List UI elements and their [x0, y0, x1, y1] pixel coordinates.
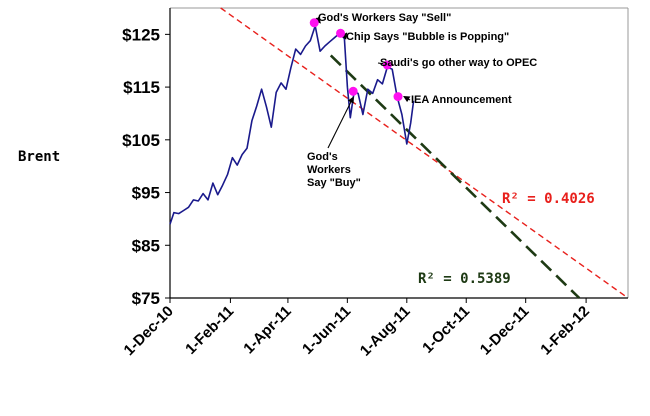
x-tick-label: 1-Dec-10: [121, 303, 177, 359]
y-tick-label: $75: [132, 289, 160, 308]
r2-label-green: R² = 0.5389: [418, 271, 511, 287]
r2-label-red: R² = 0.4026: [502, 191, 595, 207]
gods-workers-buy-label: God's Workers Say "Buy": [307, 151, 361, 189]
chip-bubble-marker: [336, 28, 346, 38]
y-tick-label: $105: [122, 131, 160, 150]
y-tick-label: $85: [132, 236, 160, 255]
y-tick-label: $115: [123, 78, 160, 97]
saudi-opec-marker: [382, 60, 392, 70]
x-tick-label: 1-Jun-11: [299, 303, 354, 358]
gods-workers-buy-label-line: Say "Buy": [307, 177, 361, 189]
x-tick-label: 1-Feb-12: [537, 303, 593, 359]
gods-workers-buy-arrow: [327, 96, 354, 149]
gods-workers-sell-marker: [309, 18, 319, 28]
chip-bubble-arrow: [340, 32, 348, 40]
trendlines: [220, 7, 629, 299]
gods-workers-buy-label-line: God's: [307, 151, 338, 163]
trendline-red: [220, 7, 629, 299]
iea-label: IEA Announcement: [411, 94, 512, 106]
gods-workers-sell-label: God's Workers Say "Sell": [318, 12, 451, 24]
y-axis-label: Brent: [18, 149, 60, 165]
y-tick-label: $95: [132, 184, 160, 203]
x-axis: 1-Dec-10 1-Feb-11 1-Apr-11 1-Jun-11 1-Aug-11…: [121, 298, 593, 360]
annotations: God's Workers Say "Sell" Chip Says "Bubbl…: [307, 12, 537, 189]
y-axis: $75 $85 $95 $105 $115 $125: [122, 25, 170, 308]
trendline-green: [329, 54, 581, 299]
chip-bubble-label: Chip Says "Bubble is Popping": [346, 31, 509, 43]
saudi-opec-label: Saudi's go other way to OPEC: [380, 57, 537, 69]
x-tick-label: 1-Dec-11: [477, 303, 533, 359]
x-tick-label: 1-Aug-11: [357, 303, 414, 360]
x-tick-label: 1-Oct-11: [419, 303, 473, 357]
x-tick-label: 1-Apr-11: [240, 303, 294, 357]
iea-arrow: [403, 96, 411, 103]
x-tick-label: 1-Feb-11: [182, 303, 237, 358]
gods-workers-buy-marker: [348, 86, 358, 96]
brent-price-line: [169, 25, 415, 225]
y-tick-label: $125: [122, 25, 160, 44]
gods-workers-sell-arrow: [314, 16, 321, 24]
series: [169, 25, 415, 225]
plot-frame: [169, 7, 629, 299]
iea-marker: [393, 92, 403, 102]
gods-workers-buy-label-line: Workers: [307, 164, 351, 176]
